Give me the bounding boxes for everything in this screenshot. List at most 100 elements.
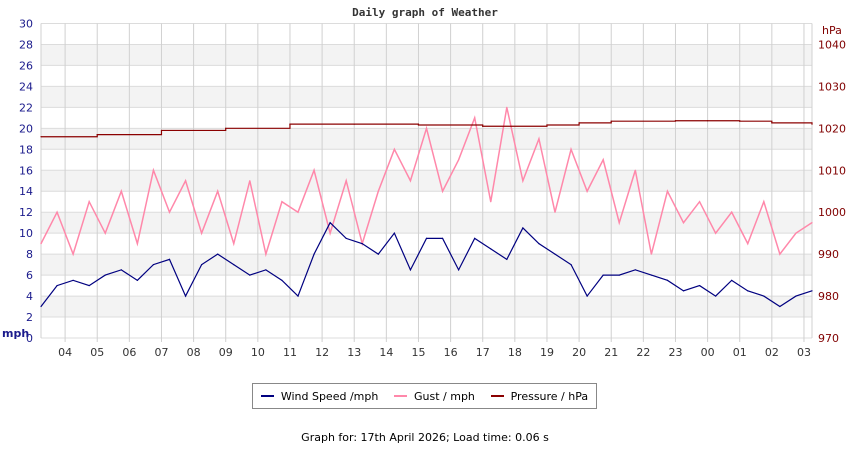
data-point-gust xyxy=(281,201,283,203)
data-point-gust xyxy=(570,148,572,150)
legend-item-wind[interactable]: Wind Speed /mph xyxy=(260,390,378,403)
data-point-wind xyxy=(329,222,331,224)
x-tick-label: 14 xyxy=(379,346,393,359)
data-point-gust xyxy=(88,201,90,203)
data-point-wind xyxy=(201,264,203,266)
data-point-pressure xyxy=(674,120,677,122)
data-point-gust xyxy=(682,222,685,224)
y-left-tick-label: 26 xyxy=(19,59,33,72)
data-point-wind xyxy=(88,284,90,287)
x-tick-label: 09 xyxy=(219,346,233,359)
y-right-tick-label: 1040 xyxy=(818,38,846,51)
data-point-wind xyxy=(458,269,460,271)
x-tick-label: 15 xyxy=(411,346,425,359)
data-point-pressure xyxy=(546,124,548,126)
data-point-gust xyxy=(779,253,781,255)
data-point-gust xyxy=(184,180,187,182)
data-point-wind xyxy=(666,279,669,281)
y-left-tick-label: 12 xyxy=(19,206,33,219)
data-point-wind xyxy=(586,295,588,297)
y-left-tick-label: 14 xyxy=(19,185,33,198)
data-point-gust xyxy=(474,117,476,119)
data-point-wind xyxy=(747,290,749,292)
data-point-pressure xyxy=(706,120,709,122)
data-point-gust xyxy=(602,159,604,161)
data-point-gust xyxy=(522,180,524,182)
data-point-wind xyxy=(441,237,444,240)
y-left-tick-label: 8 xyxy=(26,248,33,261)
data-point-wind xyxy=(281,279,283,281)
data-point-wind xyxy=(570,264,572,266)
data-point-pressure xyxy=(771,122,773,124)
data-point-pressure xyxy=(225,127,227,129)
x-tick-label: 17 xyxy=(476,346,490,359)
data-point-gust xyxy=(345,180,347,182)
data-point-gust xyxy=(72,253,74,255)
x-tick-label: 00 xyxy=(701,346,715,359)
data-point-gust xyxy=(795,232,797,234)
legend-swatch-pressure xyxy=(490,395,504,397)
data-point-gust xyxy=(265,253,267,255)
data-point-wind xyxy=(474,237,476,240)
data-point-pressure xyxy=(811,123,813,125)
data-point-wind xyxy=(779,305,781,308)
legend-item-gust[interactable]: Gust / mph xyxy=(394,390,475,403)
x-tick-label: 10 xyxy=(251,346,265,359)
y-left-tick-label: 6 xyxy=(26,269,33,282)
data-point-gust xyxy=(297,211,299,213)
data-point-gust xyxy=(104,232,106,234)
data-point-pressure xyxy=(289,123,291,125)
data-point-pressure xyxy=(96,134,98,136)
legend-swatch-wind xyxy=(260,395,274,397)
data-point-wind xyxy=(217,253,219,255)
data-point-gust xyxy=(747,243,749,245)
data-point-gust xyxy=(666,190,669,192)
data-point-wind xyxy=(361,243,363,245)
data-point-gust xyxy=(715,232,717,234)
data-point-gust xyxy=(393,148,395,150)
data-point-wind xyxy=(425,237,428,240)
data-point-wind xyxy=(490,248,492,250)
data-point-wind xyxy=(682,290,685,292)
x-tick-label: 13 xyxy=(347,346,361,359)
data-point-gust xyxy=(634,169,636,171)
y-right-tick-label: 1020 xyxy=(818,122,846,135)
data-point-gust xyxy=(490,201,492,203)
x-tick-label: 08 xyxy=(187,346,201,359)
data-point-gust xyxy=(249,180,251,182)
x-tick-label: 07 xyxy=(154,346,168,359)
data-point-wind xyxy=(698,284,701,287)
data-point-gust xyxy=(120,190,122,192)
x-tick-label: 22 xyxy=(636,346,650,359)
data-point-wind xyxy=(634,269,636,271)
data-point-gust xyxy=(313,169,315,171)
x-tick-label: 23 xyxy=(668,346,682,359)
y-right-tick-label: 1030 xyxy=(818,80,846,93)
data-point-wind xyxy=(56,284,58,287)
data-point-gust xyxy=(586,190,588,192)
chart-title: Daily graph of Weather xyxy=(352,6,498,19)
x-tick-label: 03 xyxy=(797,346,811,359)
data-point-wind xyxy=(811,290,813,292)
legend-item-pressure[interactable]: Pressure / hPa xyxy=(490,389,589,403)
chart: 04 05 06 07 08 09 10 11 12 13 14 15 16 17 18 19 20 21 22 23… xyxy=(2,18,846,360)
legend: Wind Speed /mph Gust / mph Pressure / hP… xyxy=(252,383,597,409)
x-tick-label: 04 xyxy=(58,346,72,359)
y-right-tick-label: 990 xyxy=(818,248,839,261)
data-point-pressure xyxy=(739,120,741,122)
legend-label-pressure: Pressure / hPa xyxy=(510,389,589,403)
data-point-wind xyxy=(40,305,42,308)
data-point-gust xyxy=(618,222,620,224)
data-point-gust xyxy=(409,180,412,182)
data-point-gust xyxy=(377,190,379,192)
data-point-wind xyxy=(409,269,412,271)
x-tick-label: 06 xyxy=(122,346,136,359)
data-point-wind xyxy=(104,274,106,276)
data-point-gust xyxy=(233,243,235,245)
x-tick-label: 05 xyxy=(90,346,104,359)
data-point-gust xyxy=(441,190,444,192)
legend-swatch-gust xyxy=(394,395,407,397)
grid-band xyxy=(41,44,812,66)
data-point-gust xyxy=(168,211,171,213)
x-tick-label: 21 xyxy=(604,346,618,359)
